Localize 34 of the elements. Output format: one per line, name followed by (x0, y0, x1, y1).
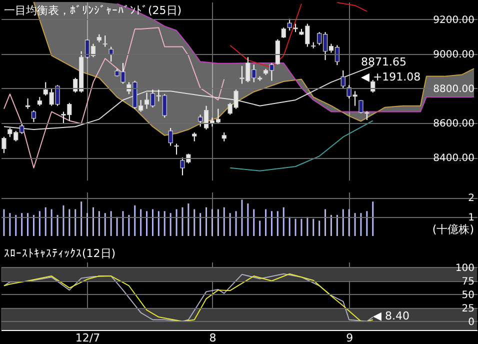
y-tick-label: 25 (462, 303, 474, 314)
line-series (3, 273, 374, 322)
x-tick-label: 8 (209, 332, 216, 344)
candlestick (168, 127, 173, 146)
candlestick (102, 35, 108, 48)
y-tick-label: 8800.00 (433, 84, 474, 95)
y-tick-label: 1 (468, 212, 474, 224)
y-tick-label: 0 (468, 316, 474, 328)
candlestick (275, 38, 280, 66)
annotation: ◀ 8.40 (373, 309, 410, 322)
y-tick-label: 50 (462, 290, 474, 301)
y-tick-label: 100 (455, 262, 474, 274)
y-tick-label: 8600.00 (433, 118, 474, 130)
candlestick (25, 98, 30, 110)
line-series (230, 120, 374, 172)
y-tick-label: 8400.00 (433, 153, 474, 164)
y-axis-title: (十億株) (432, 223, 474, 236)
y-tick-label: 9000.00 (433, 49, 474, 60)
line-series (116, 3, 475, 112)
line-series (3, 27, 225, 168)
chart-title: ｽﾛｰｽﾄｷｬｽﾃｨｯｸｽ(12日) (4, 247, 116, 260)
y-tick-label: 75 (462, 276, 474, 288)
x-tick-label: 12/7 (75, 332, 100, 344)
line-series (3, 65, 374, 130)
y-tick-label: 9200.00 (433, 14, 474, 26)
candlestick (174, 143, 179, 156)
candlestick (340, 70, 346, 89)
candlestick (2, 136, 6, 154)
annotation: 8871.65 (361, 56, 406, 69)
candlestick (31, 110, 36, 123)
annotation: ◀ +191.08 (361, 70, 421, 84)
candlestick (281, 27, 286, 38)
y-tick-label: 2 (468, 193, 474, 204)
x-tick-label: 9 (346, 332, 354, 344)
